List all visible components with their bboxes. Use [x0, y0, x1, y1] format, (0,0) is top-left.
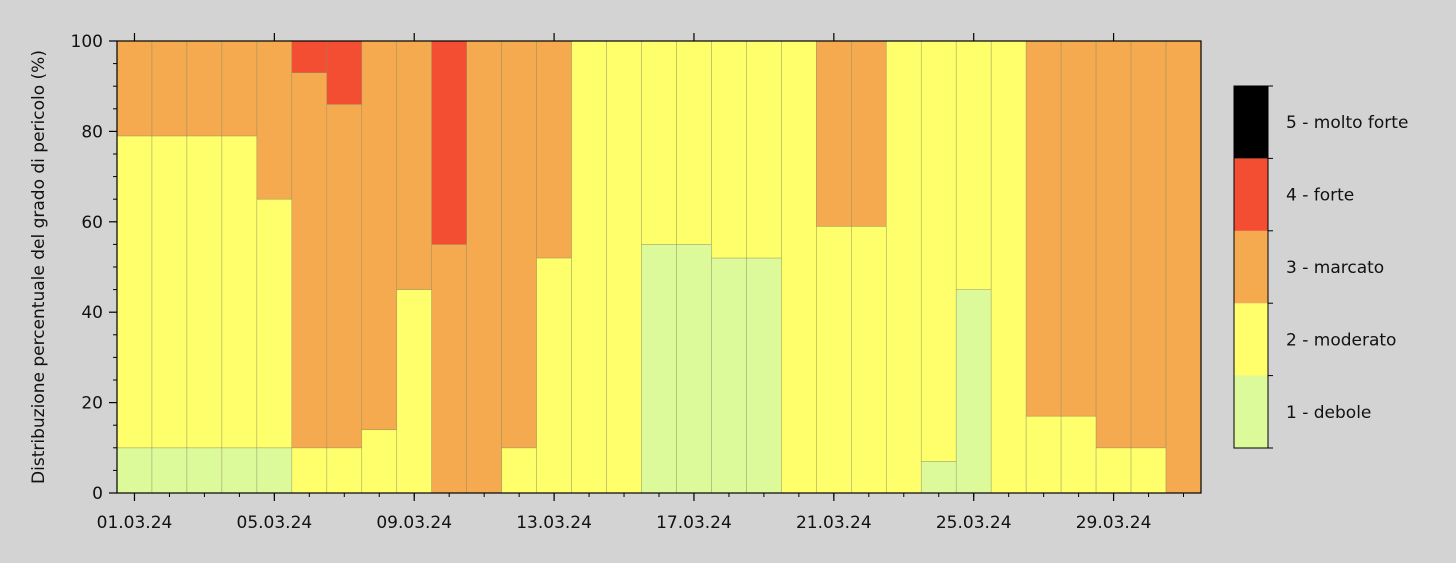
bar-segment — [711, 40, 747, 259]
legend-label: 1 - debole — [1286, 403, 1371, 423]
bar-segment — [151, 135, 188, 449]
legend-swatch — [1234, 158, 1268, 231]
x-axis: 01.03.24 05.03.24 09.03.24 13.03.24 17.03.24… — [97, 33, 1185, 533]
bar-segment — [186, 447, 223, 494]
bar-segment — [816, 226, 852, 494]
bar-segment — [396, 289, 433, 494]
y-tick-label: 20 — [81, 394, 103, 414]
bar-segment — [501, 447, 537, 494]
bar-segment — [711, 257, 747, 494]
legend-label: 2 - moderato — [1286, 330, 1396, 350]
bar-segment — [1060, 415, 1097, 494]
y-tick-label: 100 — [71, 32, 103, 52]
bar-segment — [920, 40, 957, 462]
bar-segment — [256, 447, 293, 494]
bar-segment — [221, 40, 258, 137]
bar-segment — [116, 447, 153, 494]
x-tick-label: 13.03.24 — [516, 513, 592, 533]
bar-segment — [326, 40, 363, 105]
bar-segment — [291, 40, 328, 73]
bar-segment — [151, 447, 188, 494]
bar-segment — [396, 40, 433, 290]
legend: 1 - debole 2 - moderato 3 - marcato 4 - for… — [1233, 85, 1408, 449]
bar-segment — [781, 40, 817, 494]
bar-segment — [256, 40, 293, 200]
bar-segment — [746, 40, 782, 259]
bar-segment — [1025, 40, 1062, 417]
bar-segment — [116, 135, 153, 449]
x-tick-label: 17.03.24 — [656, 513, 732, 533]
bar-segment — [186, 40, 223, 137]
bar-segment — [431, 244, 467, 494]
bar-segment — [361, 429, 398, 494]
bars-layer — [116, 40, 1202, 494]
bar-segment — [641, 244, 677, 494]
legend-frame — [1233, 85, 1269, 449]
bar-segment — [571, 40, 607, 494]
y-axis: 0 20 40 60 80 100 — [71, 32, 117, 504]
legend-label: 5 - molto forte — [1286, 113, 1408, 133]
bar-segment — [151, 40, 188, 137]
bar-segment — [1095, 447, 1132, 494]
bar-segment — [746, 257, 782, 494]
bar-segment — [955, 40, 992, 290]
bar-segment — [851, 40, 887, 227]
bar-segment — [676, 244, 712, 494]
bar-segment — [116, 40, 153, 137]
y-tick-label: 80 — [81, 122, 103, 142]
bar-segment — [1165, 40, 1202, 494]
bar-segment — [955, 289, 992, 494]
legend-swatch — [1234, 375, 1268, 448]
legend-swatch — [1234, 86, 1268, 159]
x-tick-label: 29.03.24 — [1076, 513, 1152, 533]
bar-segment — [1060, 40, 1097, 417]
bar-segment — [1130, 447, 1167, 494]
legend-label: 4 - forte — [1286, 186, 1354, 206]
bar-segment — [431, 40, 467, 245]
bar-segment — [291, 447, 328, 494]
bar-segment — [816, 40, 852, 227]
x-tick-label: 09.03.24 — [376, 513, 452, 533]
bar-segment — [1130, 40, 1167, 449]
bar-segment — [501, 40, 537, 449]
bar-segment — [361, 40, 398, 431]
x-tick-label: 01.03.24 — [97, 513, 173, 533]
legend-swatch — [1234, 303, 1268, 376]
bar-segment — [641, 40, 677, 245]
x-tick-label: 05.03.24 — [237, 513, 313, 533]
bar-segment — [851, 226, 887, 494]
bar-segment — [1095, 40, 1132, 449]
legend-swatch — [1234, 230, 1268, 304]
y-axis-title: Distribuzione percentuale del grado di p… — [29, 50, 49, 484]
bar-segment — [1025, 415, 1062, 494]
y-tick-label: 60 — [81, 213, 103, 233]
bar-segment — [466, 40, 502, 494]
legend-label: 3 - marcato — [1286, 258, 1384, 278]
bar-segment — [536, 40, 572, 259]
y-tick-label: 40 — [81, 303, 103, 323]
bar-segment — [326, 447, 363, 494]
bar-segment — [676, 40, 712, 245]
bar-segment — [326, 103, 363, 449]
bar-segment — [536, 257, 572, 494]
bar-segment — [291, 72, 328, 449]
y-tick-label: 0 — [92, 484, 103, 504]
bar-segment — [221, 135, 258, 449]
bar-segment — [186, 135, 223, 449]
x-tick-label: 25.03.24 — [936, 513, 1012, 533]
bar-segment — [885, 40, 922, 494]
bar-segment — [990, 40, 1027, 494]
bar-segment — [606, 40, 642, 494]
bar-segment — [256, 198, 293, 449]
bar-segment — [221, 447, 258, 494]
bar-segment — [920, 461, 957, 494]
x-tick-label: 21.03.24 — [796, 513, 872, 533]
